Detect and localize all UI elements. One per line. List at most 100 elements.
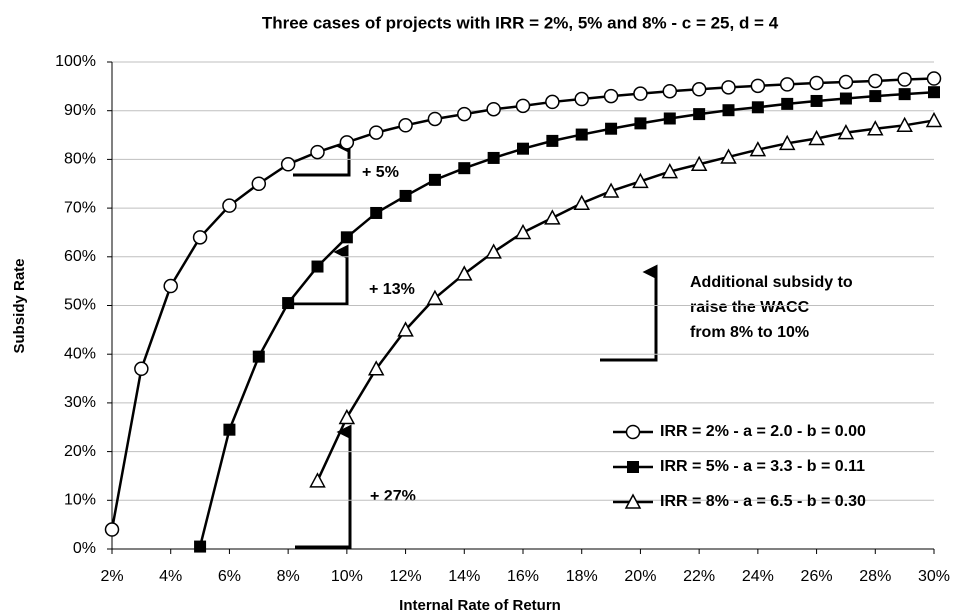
marker [573, 194, 590, 210]
marker [634, 117, 647, 130]
marker [427, 111, 443, 127]
marker [280, 157, 296, 172]
marker [514, 223, 532, 240]
marker [605, 122, 618, 135]
marker [808, 129, 825, 146]
marker [487, 151, 500, 164]
marker [721, 80, 736, 95]
marker [925, 111, 943, 128]
marker [398, 118, 413, 133]
note-text: raise the WACC [690, 299, 810, 316]
legend-marker [627, 461, 639, 473]
legend-label: IRR = 5% - a = 3.3 - b = 0.11 [660, 458, 865, 475]
marker [603, 88, 619, 104]
marker [926, 71, 942, 86]
marker [486, 101, 501, 117]
note-arrow [600, 264, 658, 362]
marker [515, 98, 531, 114]
y-tick-label: 100% [55, 53, 96, 70]
y-tick-label: 50% [64, 297, 96, 314]
y-tick-label: 20% [64, 443, 96, 460]
x-tick-label: 10% [331, 568, 363, 585]
marker [310, 144, 325, 160]
marker [751, 101, 764, 114]
annotation: + 27% [370, 488, 416, 505]
marker [838, 74, 854, 90]
y-tick-label: 10% [64, 492, 96, 509]
marker [458, 162, 471, 175]
series-line [198, 90, 935, 547]
y-tick-label: 0% [73, 540, 96, 557]
marker [428, 173, 441, 186]
marker [868, 73, 883, 89]
marker [663, 112, 676, 125]
annotation: + 5% [362, 164, 399, 181]
chart-title: Three cases of projects with IRR = 2%, 5… [262, 13, 779, 32]
y-axis-label: Subsidy Rate [11, 258, 28, 353]
marker [574, 91, 589, 107]
marker [251, 176, 267, 191]
marker [311, 260, 324, 273]
x-tick-label: 26% [801, 568, 833, 585]
note-text: Additional subsidy to [690, 274, 853, 291]
marker [602, 182, 620, 198]
marker [749, 141, 767, 157]
y-tick-label: 60% [64, 248, 96, 265]
marker [867, 120, 884, 136]
marker [163, 278, 178, 294]
marker [194, 540, 207, 553]
marker [399, 189, 412, 202]
marker [370, 206, 383, 219]
marker [517, 142, 529, 155]
marker [690, 155, 708, 172]
marker [544, 209, 561, 225]
marker [367, 360, 385, 376]
y-tick-label: 40% [64, 345, 96, 362]
marker [778, 134, 796, 151]
legend-marker [625, 424, 641, 440]
marker [338, 408, 356, 425]
marker [368, 125, 384, 140]
marker [837, 124, 855, 140]
marker [722, 104, 735, 117]
x-tick-label: 24% [742, 568, 774, 585]
marker [282, 297, 295, 310]
marker [223, 423, 236, 436]
legend-label: IRR = 8% - a = 6.5 - b = 0.30 [660, 493, 866, 510]
x-tick-label: 14% [448, 568, 480, 585]
y-tick-label: 70% [64, 199, 96, 216]
marker [810, 94, 823, 107]
marker [662, 83, 678, 99]
marker [632, 172, 649, 189]
marker [896, 116, 913, 133]
x-tick-label: 28% [859, 568, 891, 585]
marker [898, 88, 911, 101]
marker [485, 243, 502, 259]
marker [134, 361, 149, 377]
note-text: from 8% to 10% [690, 324, 809, 341]
marker [104, 522, 120, 537]
x-tick-label: 2% [100, 568, 123, 585]
x-tick-label: 30% [918, 568, 950, 585]
x-tick-label: 22% [683, 568, 715, 585]
marker [309, 472, 326, 488]
marker [928, 86, 940, 99]
annotation: + 13% [369, 281, 415, 298]
x-tick-label: 12% [390, 568, 422, 585]
marker [693, 108, 706, 121]
marker [340, 231, 353, 244]
bracket-arrow [295, 424, 352, 549]
marker [339, 135, 355, 150]
legend-marker [624, 493, 642, 509]
marker [252, 350, 265, 363]
marker [426, 289, 444, 305]
marker [456, 265, 473, 281]
x-tick-label: 6% [218, 568, 241, 585]
x-axis-label: Internal Rate of Return [399, 597, 561, 614]
annotation-arrows [288, 138, 658, 549]
legend-label: IRR = 2% - a = 2.0 - b = 0.00 [660, 423, 866, 440]
marker [545, 94, 560, 110]
marker [750, 78, 766, 94]
y-tick-label: 90% [64, 102, 96, 119]
